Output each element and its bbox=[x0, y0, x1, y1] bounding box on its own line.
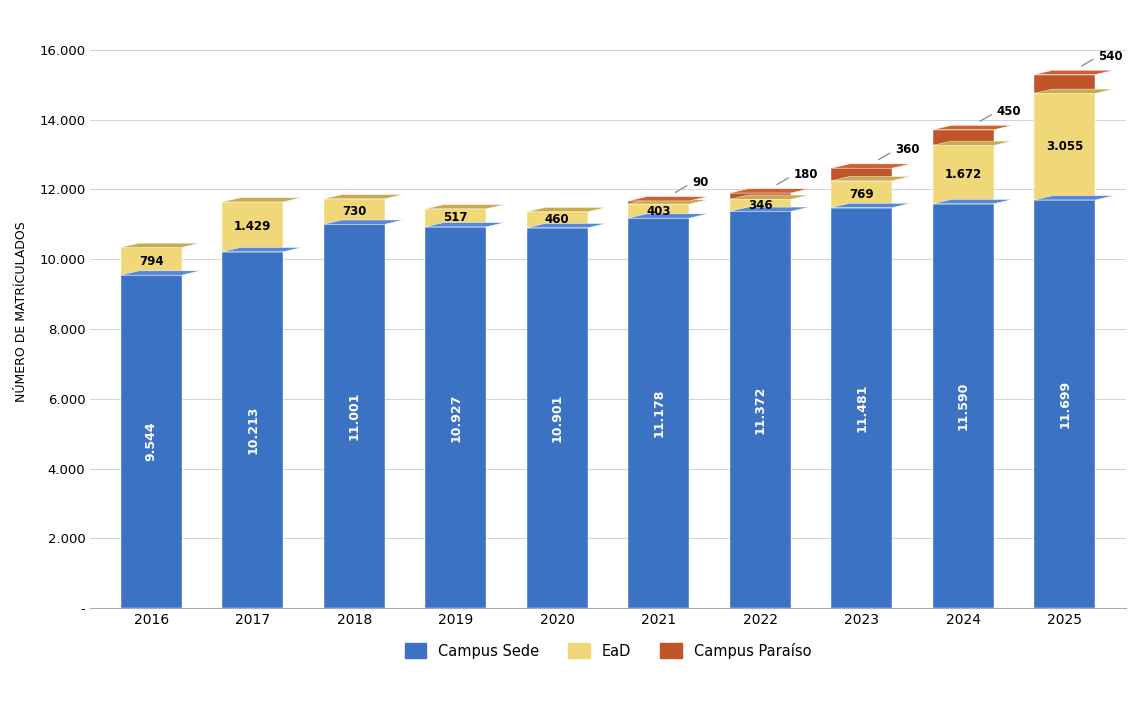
Text: 1.429: 1.429 bbox=[234, 220, 272, 233]
Text: 403: 403 bbox=[646, 204, 671, 217]
FancyBboxPatch shape bbox=[933, 130, 994, 145]
Polygon shape bbox=[730, 189, 809, 193]
Polygon shape bbox=[628, 199, 708, 204]
Text: 11.699: 11.699 bbox=[1059, 380, 1071, 428]
Text: 90: 90 bbox=[692, 176, 709, 189]
FancyBboxPatch shape bbox=[223, 202, 283, 252]
Legend: Campus Sede, EaD, Campus Paraíso: Campus Sede, EaD, Campus Paraíso bbox=[397, 636, 819, 666]
Polygon shape bbox=[223, 248, 301, 252]
Text: 10.901: 10.901 bbox=[550, 394, 564, 442]
Text: 730: 730 bbox=[341, 205, 367, 218]
Polygon shape bbox=[323, 220, 403, 225]
Text: 11.178: 11.178 bbox=[652, 389, 666, 437]
Polygon shape bbox=[831, 164, 910, 168]
Text: 769: 769 bbox=[850, 188, 874, 201]
Polygon shape bbox=[121, 243, 200, 248]
FancyBboxPatch shape bbox=[323, 225, 385, 608]
Polygon shape bbox=[831, 203, 910, 207]
Polygon shape bbox=[933, 125, 1012, 130]
Text: 517: 517 bbox=[443, 212, 468, 225]
Text: 460: 460 bbox=[545, 213, 570, 226]
Polygon shape bbox=[1035, 196, 1113, 200]
FancyBboxPatch shape bbox=[628, 204, 690, 218]
Text: 11.590: 11.590 bbox=[957, 382, 970, 430]
Text: 360: 360 bbox=[895, 143, 919, 156]
FancyBboxPatch shape bbox=[526, 228, 588, 608]
Polygon shape bbox=[933, 199, 1012, 204]
Y-axis label: NÚMERO DE MATRÍCULADOS: NÚMERO DE MATRÍCULADOS bbox=[15, 221, 29, 402]
Polygon shape bbox=[831, 176, 910, 181]
Polygon shape bbox=[1035, 89, 1113, 94]
Text: 346: 346 bbox=[748, 199, 773, 212]
FancyBboxPatch shape bbox=[223, 252, 283, 608]
FancyBboxPatch shape bbox=[730, 193, 790, 199]
FancyBboxPatch shape bbox=[1035, 94, 1095, 200]
FancyBboxPatch shape bbox=[1035, 200, 1095, 608]
FancyBboxPatch shape bbox=[425, 227, 486, 608]
Polygon shape bbox=[628, 214, 708, 218]
Text: 11.001: 11.001 bbox=[347, 392, 361, 441]
Polygon shape bbox=[730, 195, 809, 199]
FancyBboxPatch shape bbox=[831, 207, 892, 608]
Text: 3.055: 3.055 bbox=[1046, 140, 1084, 153]
Polygon shape bbox=[223, 198, 301, 202]
FancyBboxPatch shape bbox=[425, 209, 486, 227]
FancyBboxPatch shape bbox=[831, 181, 892, 207]
FancyBboxPatch shape bbox=[628, 218, 690, 608]
FancyBboxPatch shape bbox=[121, 275, 182, 608]
FancyBboxPatch shape bbox=[121, 248, 182, 275]
Text: 10.927: 10.927 bbox=[449, 393, 463, 441]
Text: 450: 450 bbox=[997, 105, 1021, 118]
FancyBboxPatch shape bbox=[933, 204, 994, 608]
Text: 540: 540 bbox=[1099, 50, 1123, 63]
FancyBboxPatch shape bbox=[1035, 75, 1095, 94]
Text: 10.213: 10.213 bbox=[247, 406, 259, 454]
FancyBboxPatch shape bbox=[730, 199, 790, 212]
FancyBboxPatch shape bbox=[628, 201, 690, 204]
FancyBboxPatch shape bbox=[526, 212, 588, 228]
Text: 11.372: 11.372 bbox=[754, 385, 766, 434]
Polygon shape bbox=[526, 223, 606, 228]
Text: 180: 180 bbox=[794, 168, 819, 181]
Text: 9.544: 9.544 bbox=[145, 422, 158, 462]
Polygon shape bbox=[933, 141, 1012, 145]
FancyBboxPatch shape bbox=[933, 145, 994, 204]
Polygon shape bbox=[121, 271, 200, 275]
FancyBboxPatch shape bbox=[323, 199, 385, 225]
Polygon shape bbox=[425, 222, 505, 227]
Polygon shape bbox=[730, 207, 809, 212]
Polygon shape bbox=[1035, 71, 1113, 75]
Polygon shape bbox=[526, 207, 606, 212]
Polygon shape bbox=[425, 204, 505, 209]
Text: 1.672: 1.672 bbox=[944, 168, 982, 181]
Polygon shape bbox=[323, 194, 403, 199]
FancyBboxPatch shape bbox=[831, 168, 892, 181]
Text: 794: 794 bbox=[139, 255, 163, 268]
Text: 11.481: 11.481 bbox=[855, 384, 868, 432]
FancyBboxPatch shape bbox=[730, 212, 790, 608]
Polygon shape bbox=[628, 197, 708, 201]
